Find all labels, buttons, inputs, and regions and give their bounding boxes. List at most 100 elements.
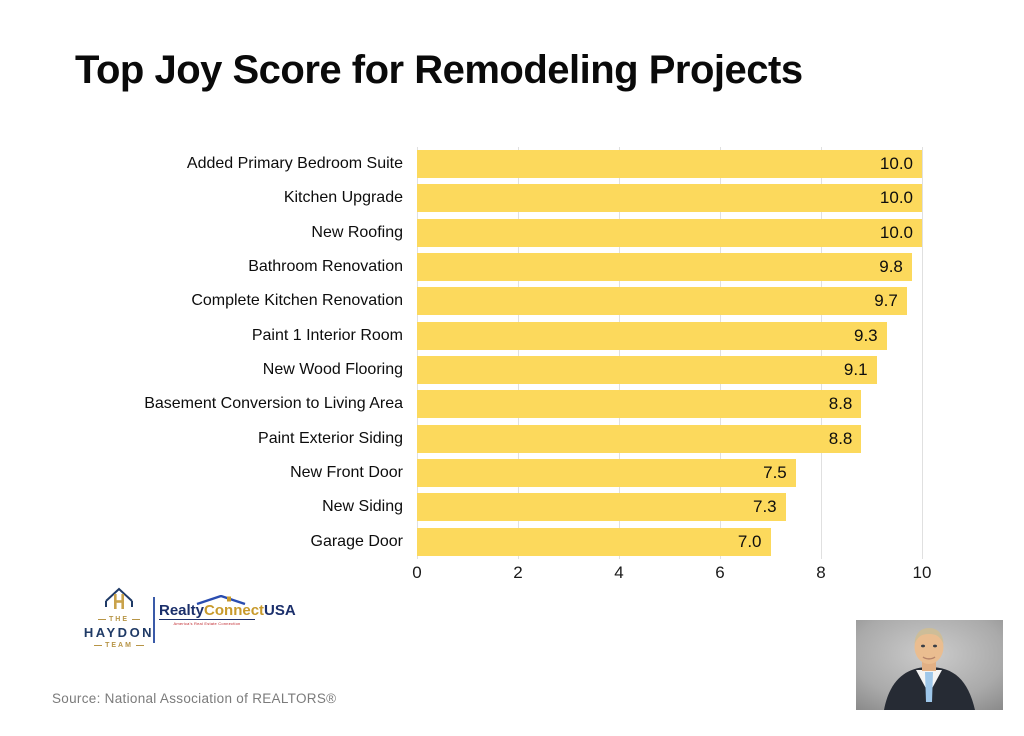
- bar: 7.0: [417, 527, 771, 556]
- gridline: [821, 147, 822, 559]
- category-label: Complete Kitchen Renovation: [191, 292, 403, 310]
- bar: 7.3: [417, 493, 786, 522]
- bar-value-label: 9.7: [874, 291, 898, 311]
- joy-score-bar-chart: Added Primary Bedroom Suite 10.0 Kitchen U…: [52, 147, 922, 559]
- house-icon: [105, 587, 133, 609]
- page-title: Top Joy Score for Remodeling Projects: [75, 48, 803, 92]
- category-label: New Wood Flooring: [262, 361, 403, 379]
- bar-row: Bathroom Renovation 9.8: [52, 250, 922, 284]
- roof-icon: [196, 595, 246, 605]
- agent-headshot-photo: [856, 620, 1003, 710]
- realty-connect-usa-logo: RealtyConnectUSA America's Real Estate C…: [159, 595, 296, 626]
- bar-row: New Front Door 7.5: [52, 456, 922, 490]
- bar-row: Added Primary Bedroom Suite 10.0: [52, 147, 922, 181]
- logo-divider: [153, 597, 155, 643]
- bar-row: Basement Conversion to Living Area 8.8: [52, 387, 922, 421]
- bar-track: 9.1: [417, 356, 922, 385]
- category-label: Garage Door: [310, 532, 404, 550]
- bar-track: 9.3: [417, 321, 922, 350]
- x-tick-label: 10: [912, 563, 932, 582]
- x-tick-label: 2: [513, 563, 523, 582]
- bar: 8.8: [417, 424, 862, 453]
- haydon-team-logo: THE HAYDON TEAM: [83, 586, 155, 649]
- gridline: [720, 147, 721, 559]
- realty-logo-text: RealtyConnectUSA: [159, 595, 296, 619]
- realty-logo-tagline: America's Real Estate Connection: [159, 619, 255, 626]
- x-tick-label: 4: [614, 563, 624, 582]
- bar-track: 10.0: [417, 184, 922, 213]
- bar-value-label: 7.3: [753, 497, 777, 517]
- bar: 9.8: [417, 253, 912, 282]
- gridline: [417, 147, 418, 559]
- bar-track: 10.0: [417, 150, 922, 179]
- bar-row: Paint Exterior Siding 8.8: [52, 422, 922, 456]
- category-label: Bathroom Renovation: [248, 258, 403, 276]
- category-label: Paint Exterior Siding: [258, 429, 403, 447]
- realty-logo-realty: Realty: [159, 602, 205, 619]
- bar: 10.0: [417, 184, 922, 213]
- bar-track: 8.8: [417, 390, 922, 419]
- bar-track: 7.0: [417, 527, 922, 556]
- face: [914, 630, 944, 664]
- gridline: [518, 147, 519, 559]
- haydon-the-line: THE: [98, 616, 140, 623]
- bar-row: Kitchen Upgrade 10.0: [52, 181, 922, 215]
- bar: 8.8: [417, 390, 862, 419]
- bar-value-label: 7.0: [737, 531, 762, 551]
- bar-row: Paint 1 Interior Room 9.3: [52, 319, 922, 353]
- category-label: Paint 1 Interior Room: [251, 326, 403, 344]
- bar-track: 7.3: [417, 493, 922, 522]
- x-tick-label: 6: [715, 563, 725, 582]
- bar: 10.0: [417, 218, 922, 247]
- dash-decoration: [94, 645, 103, 646]
- dash-decoration: [98, 619, 106, 620]
- x-axis: 0 2 4 6 8 10: [412, 563, 931, 585]
- bar-value-label: 9.8: [879, 257, 903, 277]
- gridline: [619, 147, 620, 559]
- realty-logo-connect: Connect: [204, 602, 265, 619]
- x-tick-label: 0: [412, 563, 422, 582]
- bar-value-label: 10.0: [879, 222, 913, 242]
- bar-value-label: 10.0: [879, 188, 913, 208]
- dash-decoration: [135, 645, 144, 646]
- bar: 10.0: [417, 150, 922, 179]
- bar-value-label: 9.1: [843, 360, 868, 380]
- bar-value-label: 7.5: [763, 463, 787, 483]
- category-label: New Roofing: [311, 223, 403, 241]
- hair: [914, 628, 944, 644]
- category-label: Kitchen Upgrade: [283, 189, 403, 207]
- x-tick-label: 8: [816, 563, 826, 582]
- category-label: New Siding: [322, 498, 403, 516]
- bar: 7.5: [417, 459, 796, 488]
- bar-row: New Siding 7.3: [52, 490, 922, 524]
- tie: [925, 672, 933, 702]
- bar-value-label: 9.3: [854, 325, 878, 345]
- bar-row: New Wood Flooring 9.1: [52, 353, 922, 387]
- bar-track: 7.5: [417, 459, 922, 488]
- chart-gridlines: [417, 147, 923, 559]
- bar-track: 9.7: [417, 287, 922, 316]
- bar-track: 8.8: [417, 424, 922, 453]
- bar-track: 9.8: [417, 253, 922, 282]
- bar-value-label: 8.8: [828, 394, 853, 414]
- bar-row: Garage Door 7.0: [52, 525, 922, 559]
- gridline: [922, 147, 923, 559]
- bar-value-label: 8.8: [828, 428, 853, 448]
- haydon-logo-the: THE: [109, 616, 129, 623]
- bar-row: New Roofing 10.0: [52, 216, 922, 250]
- bar-row: Complete Kitchen Renovation 9.7: [52, 284, 922, 318]
- bar: 9.1: [417, 356, 877, 385]
- haydon-logo-team: TEAM: [105, 642, 133, 649]
- haydon-logo-name: HAYDON: [83, 625, 155, 640]
- category-label: Basement Conversion to Living Area: [144, 395, 403, 413]
- haydon-team-line: TEAM: [94, 642, 144, 649]
- bar-value-label: 10.0: [879, 154, 913, 174]
- source-citation: Source: National Association of REALTORS…: [52, 691, 337, 706]
- category-label: New Front Door: [290, 464, 403, 482]
- category-label: Added Primary Bedroom Suite: [186, 155, 403, 173]
- dash-decoration: [132, 619, 140, 620]
- bar-track: 10.0: [417, 218, 922, 247]
- realty-logo-usa: USA: [264, 602, 296, 619]
- bar: 9.7: [417, 287, 907, 316]
